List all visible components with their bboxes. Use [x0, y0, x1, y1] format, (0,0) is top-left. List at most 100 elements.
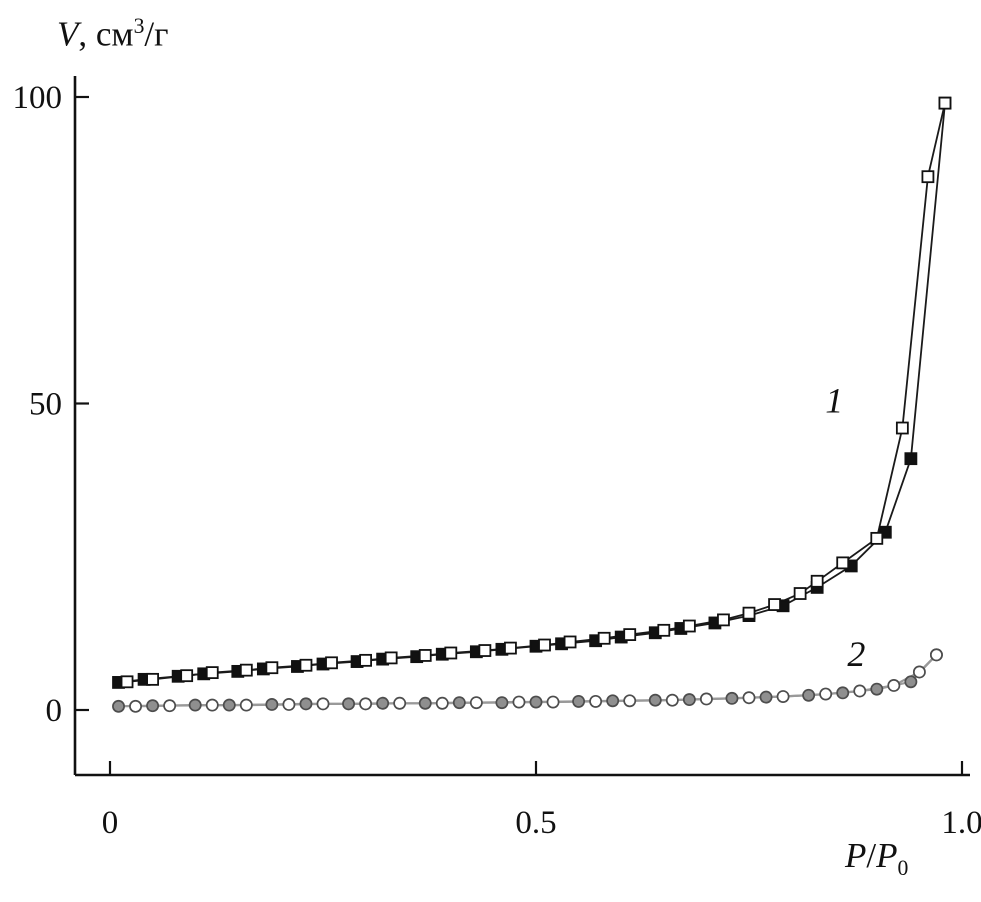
circle-filled-marker	[802, 688, 816, 702]
circle-filled-marker	[904, 675, 918, 689]
square-filled-marker	[904, 452, 918, 466]
isotherm-1-adsorption-line	[118, 103, 946, 684]
square-open-marker	[717, 613, 730, 627]
square-open-marker	[478, 644, 492, 657]
series-lines	[118, 102, 946, 708]
isotherm-1-desorption-line	[126, 102, 946, 683]
circle-open-marker	[512, 695, 526, 709]
circle-filled-marker	[606, 694, 620, 708]
square-open-marker	[538, 638, 551, 652]
square-open-marker	[146, 672, 160, 686]
square-open-marker	[836, 556, 850, 570]
square-open-marker	[120, 675, 134, 689]
isotherm-2-adsorption-markers	[112, 648, 943, 713]
square-open-marker	[682, 619, 696, 633]
circle-open-marker	[282, 698, 296, 711]
x-axis-variable-p0: P	[876, 836, 898, 875]
square-open-marker	[938, 96, 952, 110]
y-axis-unit-exponent: 3	[133, 14, 145, 38]
circle-open-marker	[359, 697, 373, 711]
square-open-marker	[623, 628, 637, 642]
axes: 0 50 100 0 0.5 1.0	[13, 76, 981, 841]
circle-open-marker	[742, 691, 756, 705]
square-open-marker	[870, 531, 884, 545]
circle-open-marker	[819, 687, 833, 701]
circle-open-marker	[853, 684, 867, 698]
y-axis-unit: , см	[78, 14, 134, 54]
circle-open-marker	[205, 698, 219, 712]
circle-filled-marker	[112, 699, 125, 713]
circle-open-marker	[129, 699, 143, 713]
square-open-marker	[325, 656, 338, 670]
square-open-marker	[239, 663, 253, 677]
circle-filled-marker	[572, 694, 586, 708]
circle-filled-marker	[648, 693, 662, 707]
y-axis-unit-denominator: /г	[144, 14, 169, 54]
square-open-marker	[921, 170, 935, 184]
square-open-marker	[444, 646, 458, 660]
circle-filled-marker	[222, 698, 236, 712]
circle-open-marker	[623, 694, 637, 708]
square-open-marker	[299, 658, 313, 672]
circle-open-marker	[469, 696, 483, 710]
circle-filled-marker	[299, 697, 313, 711]
isotherm-2-desorption-markers	[129, 648, 943, 713]
curve-label-2: 2	[847, 634, 865, 674]
circle-filled-marker	[376, 696, 390, 710]
circle-filled-marker	[418, 696, 432, 710]
circle-open-marker	[546, 695, 560, 709]
circle-filled-marker	[265, 698, 279, 711]
x-tick-label: 1.0	[941, 805, 981, 841]
x-tick-label: 0	[102, 805, 119, 841]
square-open-marker	[265, 661, 279, 675]
circle-filled-marker	[146, 699, 160, 713]
circle-open-marker	[929, 648, 943, 662]
x-tick-label: 0.5	[515, 805, 556, 841]
square-open-marker	[205, 666, 219, 680]
circle-open-marker	[887, 679, 901, 692]
square-open-marker	[384, 651, 398, 665]
square-open-marker	[418, 649, 432, 662]
square-open-marker	[657, 623, 671, 637]
circle-open-marker	[316, 697, 330, 711]
circle-filled-marker	[495, 696, 509, 710]
square-open-marker	[563, 635, 577, 649]
x-axis-variable-p: P	[845, 836, 867, 875]
y-axis-label: V, см3/г	[57, 14, 169, 55]
y-tick-label: 0	[46, 693, 63, 729]
circle-filled-marker	[870, 682, 884, 696]
series-markers	[112, 96, 952, 713]
circle-filled-marker	[682, 693, 696, 707]
square-open-marker	[895, 421, 909, 435]
circle-open-marker	[393, 696, 407, 710]
circle-filled-marker	[759, 690, 773, 704]
circle-open-marker	[589, 694, 603, 708]
circle-open-marker	[776, 690, 790, 703]
circle-filled-marker	[836, 686, 850, 700]
square-open-marker	[180, 669, 194, 683]
square-open-marker	[504, 641, 517, 655]
isotherm-1-desorption-markers	[120, 96, 952, 689]
circle-filled-marker	[725, 691, 739, 705]
square-open-marker	[359, 653, 373, 667]
square-open-marker	[597, 631, 611, 645]
x-axis-slash: /	[866, 836, 877, 875]
circle-filled-marker	[188, 698, 202, 712]
circle-filled-marker	[529, 695, 543, 709]
x-axis-subscript: 0	[897, 856, 909, 880]
y-tick-label: 50	[29, 387, 62, 423]
y-tick-label: 100	[13, 80, 63, 116]
circle-open-marker	[665, 693, 679, 707]
circle-filled-marker	[342, 697, 356, 711]
curve-label-1: 1	[825, 381, 843, 421]
x-axis-label: P/P0	[845, 836, 908, 881]
square-open-marker	[793, 587, 807, 600]
square-open-marker	[742, 606, 756, 620]
circle-open-marker	[699, 692, 713, 706]
circle-open-marker	[163, 699, 177, 713]
y-axis-variable: V	[57, 14, 79, 54]
square-open-marker	[768, 598, 781, 611]
circle-open-marker	[912, 665, 926, 679]
